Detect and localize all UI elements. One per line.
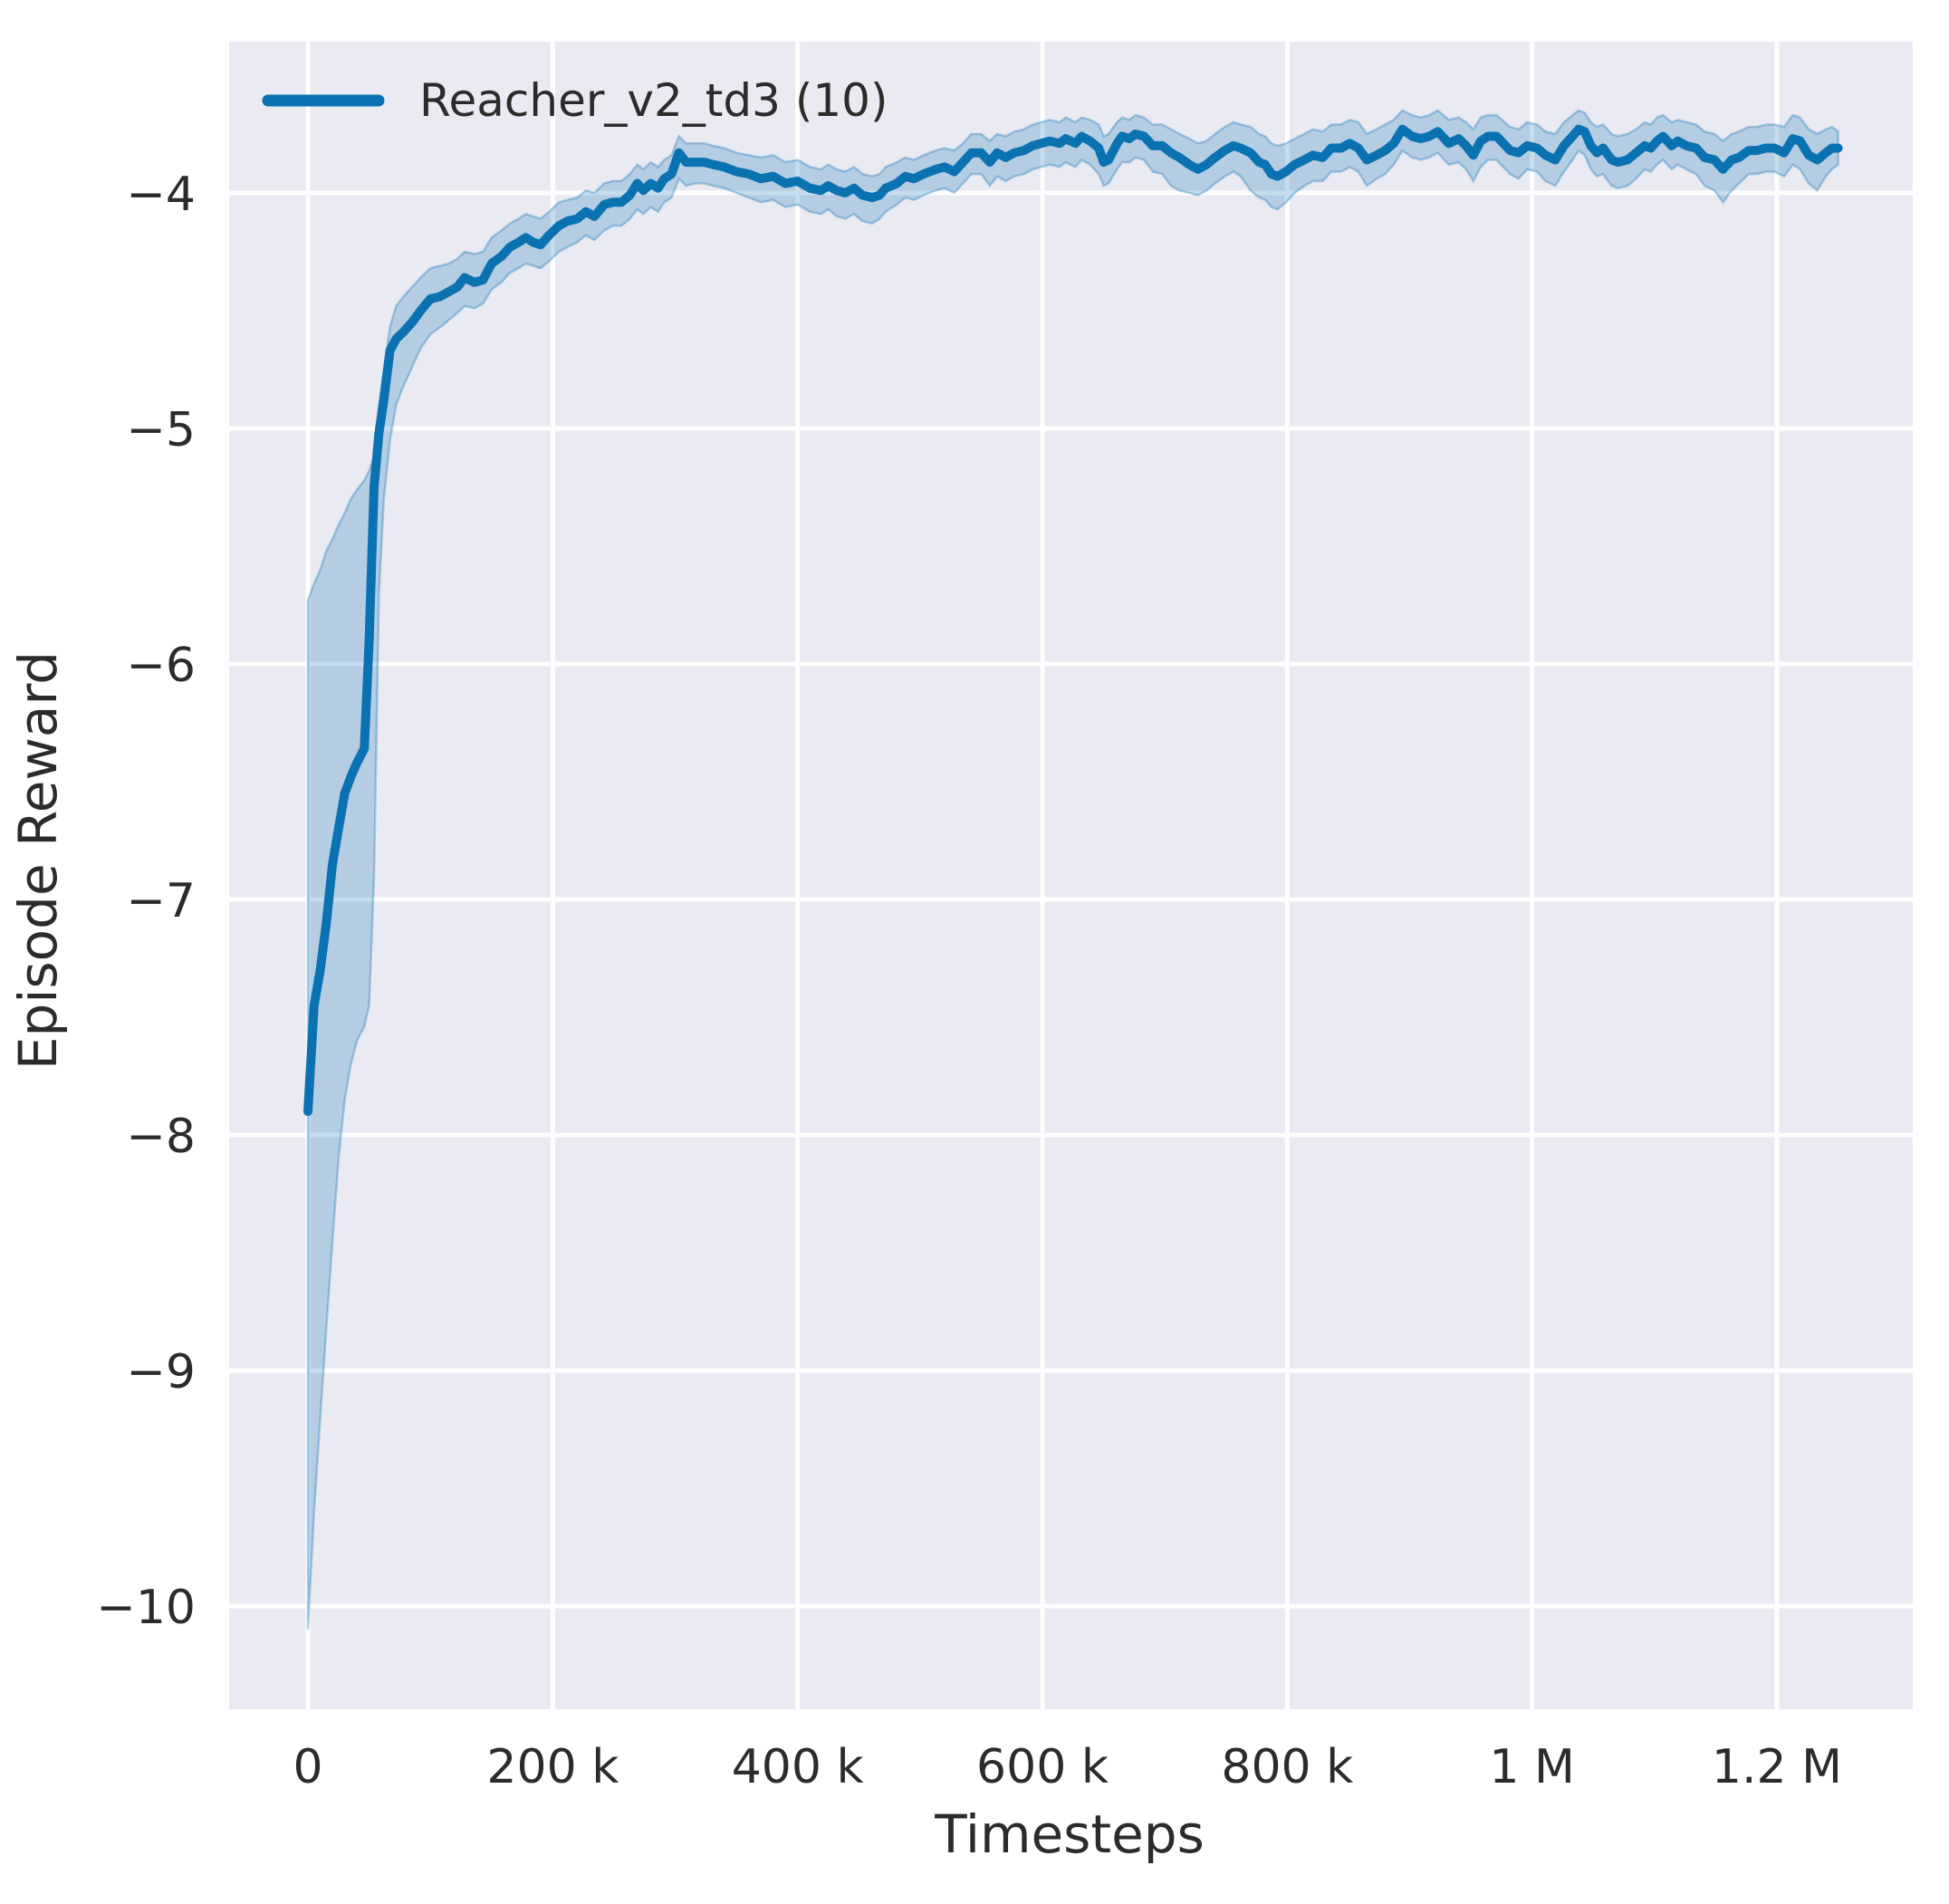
- x-tick-label: 1.2 M: [1712, 1740, 1842, 1794]
- y-tick-label: −6: [126, 639, 196, 693]
- y-tick-labels: −4 −5 −6 −7 −8 −9 −10: [96, 168, 196, 1635]
- x-tick-label: 200 k: [486, 1740, 619, 1794]
- legend: Reacher_v2_td3 (10): [262, 74, 888, 127]
- y-tick-label: −5: [126, 403, 196, 457]
- x-tick-label: 800 k: [1221, 1740, 1353, 1794]
- x-tick-label: 600 k: [976, 1740, 1109, 1794]
- gridlines: [229, 42, 1913, 1709]
- plot-area: [229, 42, 1913, 1709]
- mean-line: [303, 124, 1843, 1116]
- y-tick-label: −4: [126, 168, 196, 222]
- legend-label: Reacher_v2_td3 (10): [419, 74, 888, 127]
- x-axis-label: Timesteps: [934, 1803, 1205, 1865]
- x-tick-label: 400 k: [732, 1740, 864, 1794]
- x-tick-label: 0: [293, 1740, 322, 1794]
- x-tick-labels: 0 200 k 400 k 600 k 800 k 1 M 1.2 M: [293, 1740, 1842, 1794]
- y-tick-label: −8: [126, 1110, 196, 1164]
- y-tick-label: −9: [126, 1345, 196, 1399]
- y-tick-label: −10: [96, 1581, 196, 1635]
- confidence-band: [306, 109, 1839, 1630]
- x-tick-label: 1 M: [1489, 1740, 1574, 1794]
- y-tick-label: −7: [126, 874, 196, 928]
- y-axis-label: Episode Reward: [7, 651, 69, 1070]
